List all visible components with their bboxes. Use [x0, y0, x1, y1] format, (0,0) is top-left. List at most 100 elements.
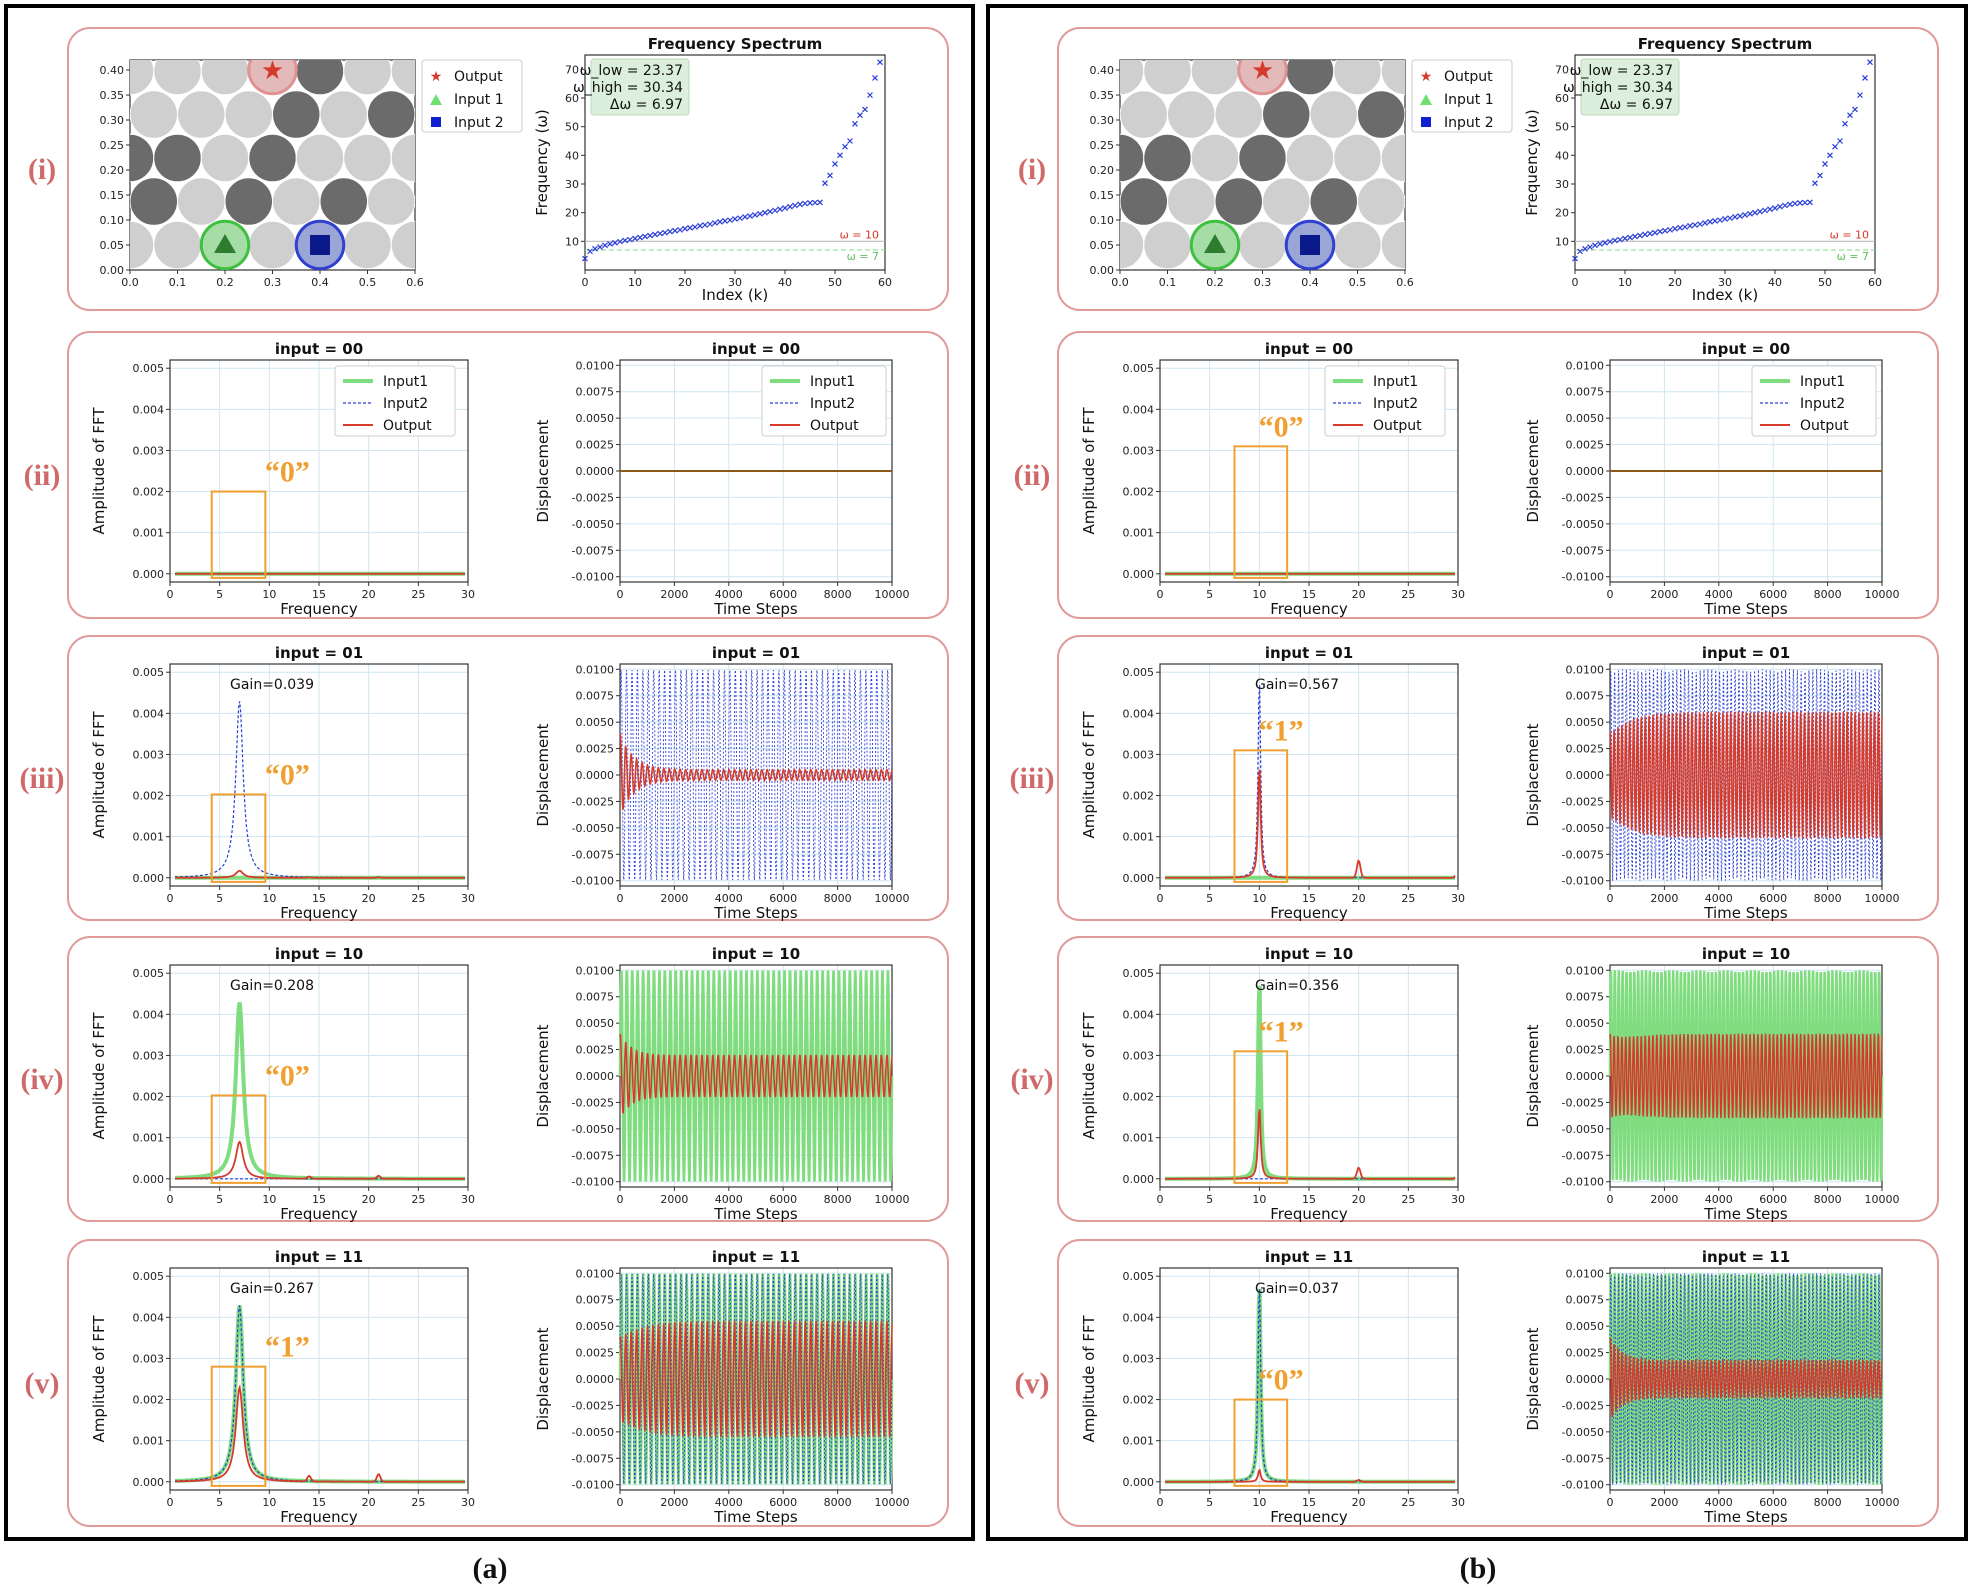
- spectrum-point: [1867, 59, 1873, 66]
- disp-input2-signal: [619, 670, 893, 880]
- spectrum-point: [1602, 239, 1608, 246]
- x-tick-label: 4000: [1705, 588, 1733, 601]
- spectrum-point: [677, 226, 683, 233]
- spectrum-point: [1697, 221, 1703, 228]
- spectrum-point: [1712, 218, 1718, 224]
- row-frame: [67, 27, 949, 311]
- spectrum-ylabel: Frequency (ω): [533, 109, 551, 216]
- fft-output-curve: [1165, 769, 1456, 879]
- x-tick-label: 2000: [1650, 892, 1678, 905]
- lattice-cell: [153, 60, 202, 96]
- y-tick-label: 0.0025: [576, 1044, 615, 1057]
- lattice-cell: [1404, 196, 1405, 207]
- spectrum-point: [1617, 236, 1623, 243]
- spectrum-point: [777, 206, 783, 213]
- lattice-cell: [1167, 90, 1216, 139]
- y-tick-label: 0.005: [133, 1270, 165, 1283]
- y-tick-label: 0.0100: [1566, 663, 1605, 676]
- row-frame: [67, 936, 949, 1222]
- band-low: ω_low = 23.37: [1570, 63, 1673, 79]
- x-tick-label: 30: [461, 892, 475, 905]
- y-tick-label: 0.0075: [576, 386, 615, 399]
- x-tick-label: 0.5: [1349, 276, 1367, 289]
- y-tick-label: -0.0100: [572, 1479, 614, 1492]
- disp-output-signal: [1609, 1033, 1883, 1119]
- band-box: [590, 58, 690, 116]
- fft-title: input = 11: [1265, 1248, 1353, 1266]
- spectrum-point: [1592, 242, 1598, 249]
- y-tick-label: -0.0075: [572, 848, 614, 861]
- spectrum-point: [1807, 199, 1813, 206]
- disp-output-signal: [619, 733, 893, 810]
- y-tick-label: 0.004: [133, 403, 165, 416]
- x-tick-label: 10: [1252, 588, 1266, 601]
- x-tick-label: 25: [411, 1193, 425, 1206]
- spectrum-point: [1747, 210, 1753, 217]
- y-tick-label: 0.20: [1090, 164, 1115, 177]
- row-label: (iv): [20, 1063, 63, 1096]
- fft-title: input = 00: [275, 340, 363, 358]
- x-tick-label: 5: [1206, 588, 1213, 601]
- y-tick-label: -0.0050: [1562, 1426, 1604, 1439]
- y-tick-label: 0.0100: [1566, 1267, 1605, 1280]
- y-tick-label: -0.0075: [1562, 848, 1604, 861]
- spectrum-title: Frequency Spectrum: [648, 35, 823, 53]
- y-tick-label: -0.0100: [1562, 875, 1604, 888]
- fft-input2-curve: [1165, 1288, 1455, 1483]
- y-tick-label: 0.0075: [576, 690, 615, 703]
- y-tick-label: 50: [565, 121, 579, 134]
- lattice-cell: [224, 177, 273, 226]
- y-tick-label: 0.002: [133, 790, 165, 803]
- disp-title: input = 00: [1702, 340, 1790, 358]
- spectrum-point: [1782, 202, 1788, 209]
- y-tick-label: 0.004: [133, 1008, 165, 1021]
- legend-input1: Input 1: [1444, 92, 1494, 108]
- x-tick-label: 10000: [1865, 892, 1900, 905]
- y-tick-label: 70: [565, 63, 579, 76]
- spectrum-point: [692, 224, 698, 230]
- row-frame: [1057, 936, 1939, 1222]
- y-tick-label: 0.35: [1090, 89, 1115, 102]
- spectrum-point: [1667, 226, 1673, 233]
- y-tick-label: 20: [1555, 207, 1569, 220]
- y-tick-label: 0.003: [133, 1352, 165, 1365]
- row-(v): input = 11 0 5 10 15 20 25 30 0.000 0.001 0.002 0.0…: [1080, 1248, 1900, 1526]
- x-tick-label: 10: [1618, 276, 1632, 289]
- disp-ylabel: Displacement: [534, 723, 552, 826]
- spectrum-point: [612, 239, 618, 246]
- disp-xlabel: Time Steps: [713, 904, 798, 922]
- disp-output-signal: [1609, 1337, 1883, 1418]
- y-tick-label: 0.10: [100, 214, 125, 227]
- spectrum-point: [1762, 207, 1768, 214]
- lattice-cell: [1262, 177, 1311, 226]
- y-tick-label: 0.20: [100, 164, 125, 177]
- spectrum-point: [1727, 215, 1733, 222]
- disp-title: input = 10: [712, 945, 800, 963]
- y-tick-label: 0.002: [1123, 1394, 1155, 1407]
- y-tick-label: -0.0050: [572, 1426, 614, 1439]
- y-tick-label: 0.004: [133, 1311, 165, 1324]
- omega7-label: ω = 7: [1837, 250, 1869, 263]
- disp-title: input = 11: [1702, 1248, 1790, 1266]
- spectrum-point: [1787, 201, 1793, 208]
- x-tick-label: 10: [628, 276, 642, 289]
- x-tick-label: 2000: [1650, 1193, 1678, 1206]
- x-tick-label: 20: [362, 892, 376, 905]
- y-tick-label: 0.0100: [1566, 359, 1605, 372]
- y-tick-label: 0.25: [1090, 139, 1115, 152]
- spectrum-ylabel: Frequency (ω): [1523, 109, 1541, 216]
- lattice-plot: 0.0 0.1 0.2 0.3 0.4 0.5 0.6 0.00 0.05 0.10 0.15 0.2…: [100, 56, 523, 289]
- lattice-cell: [319, 177, 368, 226]
- spectrum-point: [687, 224, 693, 231]
- y-tick-label: 0.000: [133, 872, 165, 885]
- y-tick-label: 0.0075: [576, 991, 615, 1004]
- lattice-cell: [1357, 177, 1405, 226]
- lattice-cell: [343, 60, 392, 96]
- lattice-cell: [1214, 177, 1263, 226]
- output-star-icon: ★: [261, 56, 284, 86]
- lattice-cell: [177, 177, 226, 226]
- x-tick-label: 10: [262, 1496, 276, 1509]
- y-tick-label: 0.0025: [576, 743, 615, 756]
- output-particle: [247, 60, 298, 96]
